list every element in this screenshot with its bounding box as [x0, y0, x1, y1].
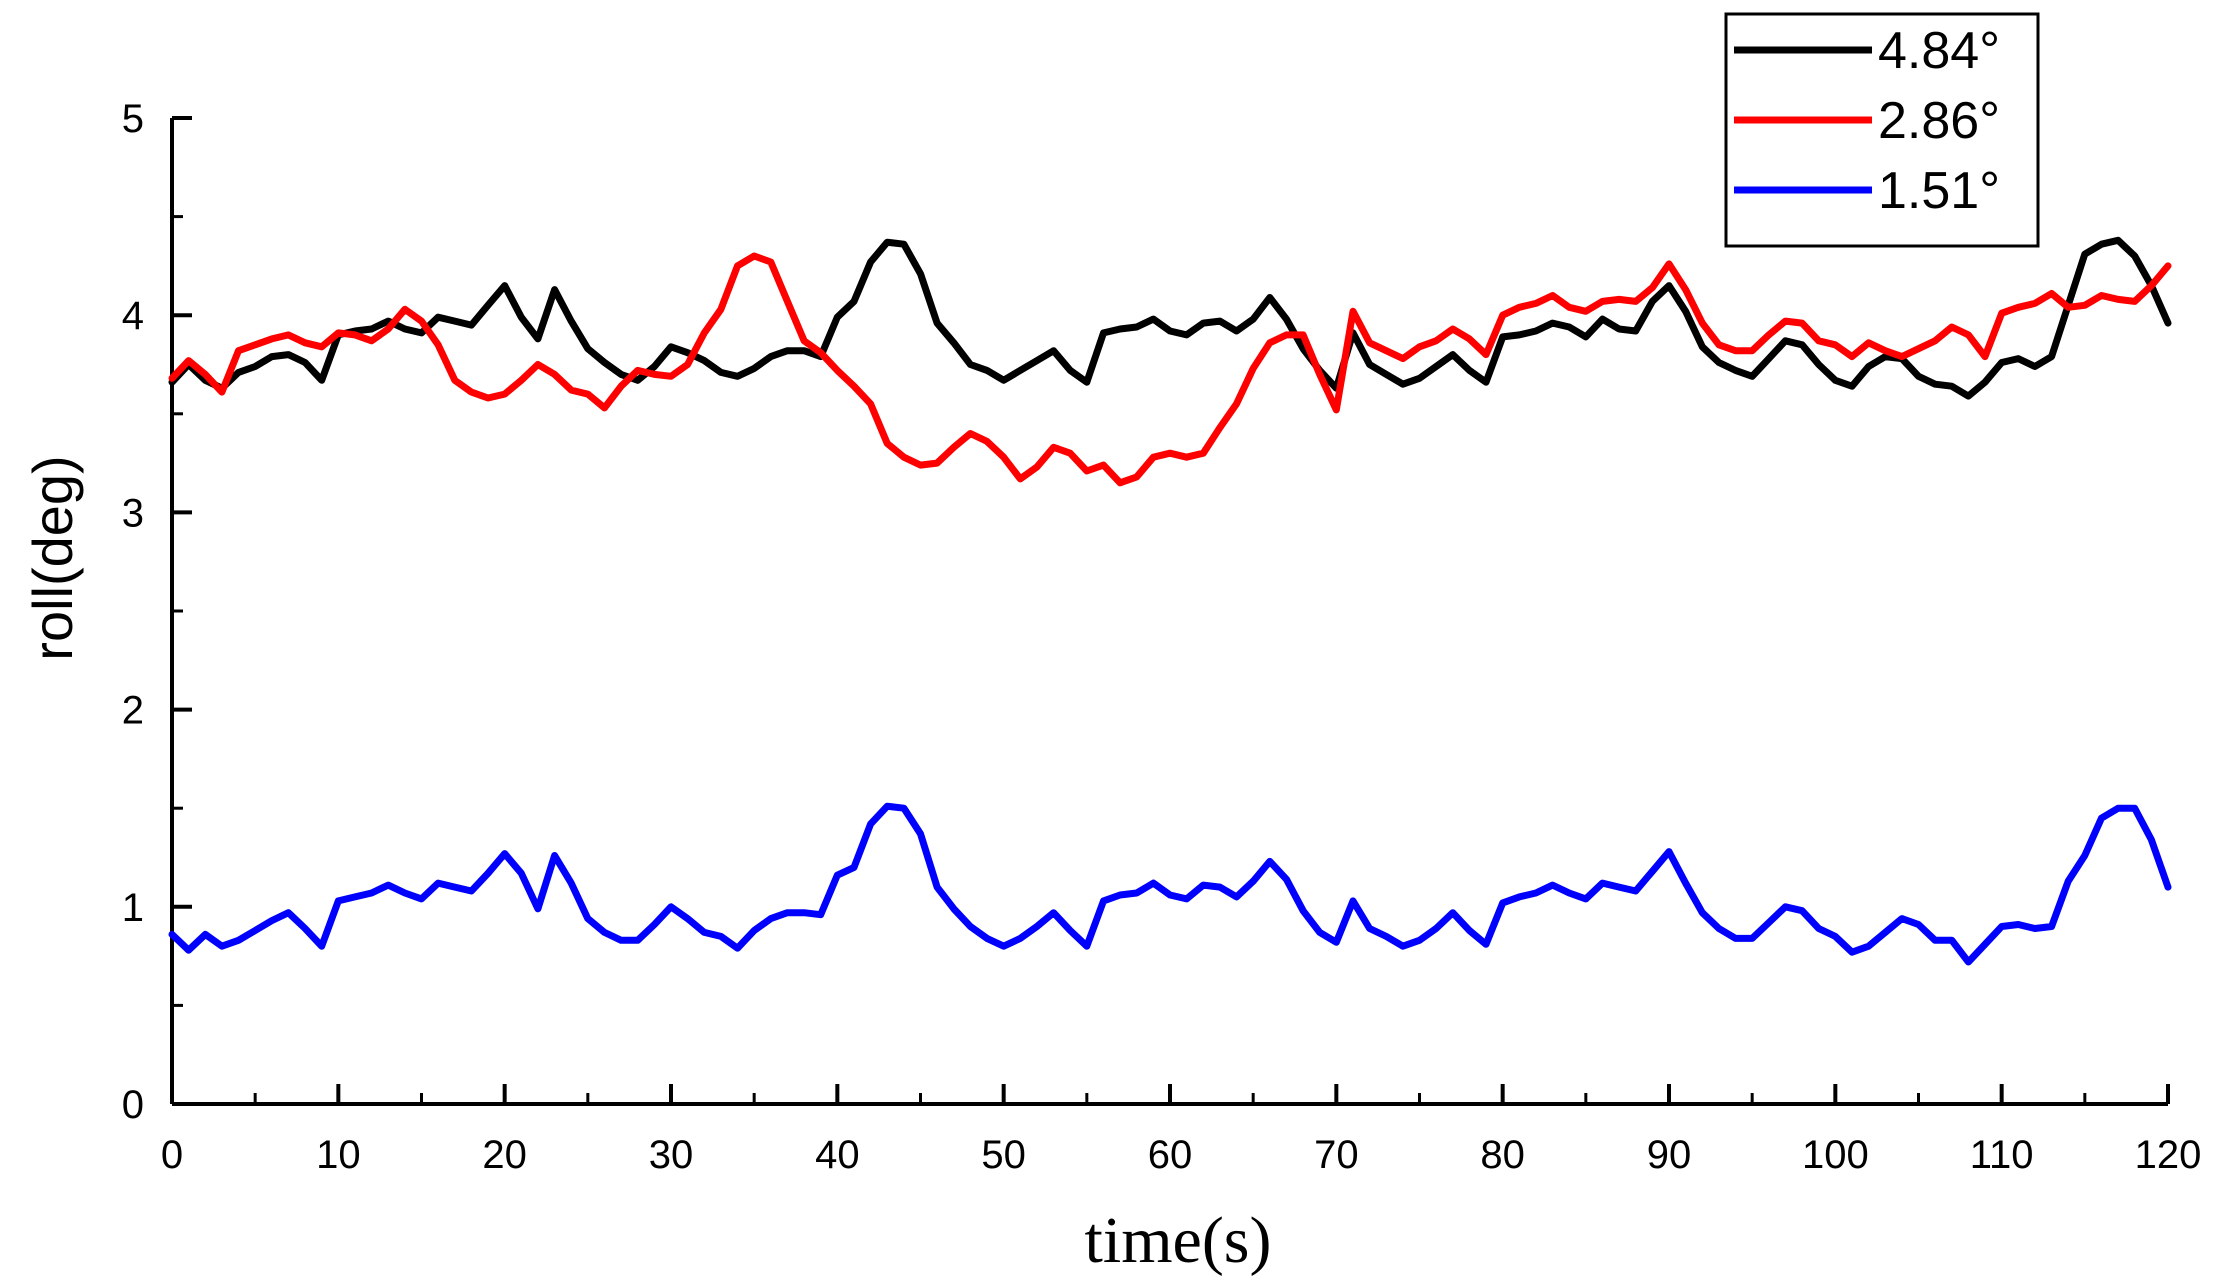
x-tick-label: 60 — [1148, 1133, 1193, 1177]
y-axis-title: roll(deg) — [21, 455, 84, 660]
legend-label: 1.51° — [1878, 162, 2000, 220]
x-tick-label: 50 — [981, 1133, 1026, 1177]
x-axis-title: time(s) — [1085, 1204, 1272, 1277]
series-line-3 — [168, 802, 2172, 966]
legend-label: 4.84° — [1878, 22, 2000, 80]
x-tick-label: 30 — [649, 1133, 694, 1177]
y-tick-label: 5 — [122, 97, 144, 141]
x-tick-label: 120 — [2135, 1133, 2202, 1177]
y-tick-label: 2 — [122, 689, 144, 733]
series-line-1 — [168, 236, 2172, 400]
y-tick-label: 1 — [122, 886, 144, 930]
x-tick-label: 0 — [161, 1133, 183, 1177]
x-tick-label: 10 — [316, 1133, 361, 1177]
y-tick-label: 3 — [122, 491, 144, 535]
x-tick-label: 70 — [1314, 1133, 1359, 1177]
y-tick-label: 0 — [122, 1083, 144, 1127]
x-tick-label: 100 — [1802, 1133, 1869, 1177]
series-layer — [168, 236, 2172, 966]
x-tick-label: 110 — [1970, 1133, 2034, 1177]
x-tick-label: 90 — [1647, 1133, 1692, 1177]
legend-label: 2.86° — [1878, 92, 2000, 150]
x-tick-label: 20 — [482, 1133, 527, 1177]
y-tick-label: 4 — [122, 294, 144, 338]
x-tick-label: 80 — [1480, 1133, 1525, 1177]
series-line-2 — [168, 252, 2172, 487]
x-tick-label: 40 — [815, 1133, 860, 1177]
plot-frame — [170, 118, 2168, 1106]
legend: 4.84° 2.86° 1.51° — [1724, 12, 2040, 248]
